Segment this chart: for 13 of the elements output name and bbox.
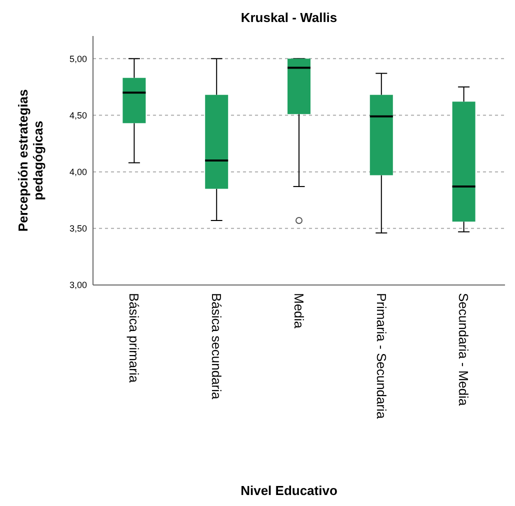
x-axis-title: Nivel Educativo — [240, 483, 338, 498]
y-tick-label: 3,00 — [69, 280, 87, 290]
y-tick-label: 4,50 — [69, 110, 87, 120]
x-tick-label: Básica primaria — [126, 293, 142, 384]
x-tick-label: Básica secundaria — [209, 293, 224, 400]
x-tick-label: Primaria - Secundaria — [374, 293, 389, 420]
y-axis-title: Percepción estrategias pedagógicas — [15, 89, 46, 232]
y-tick-label: 4,00 — [69, 166, 87, 177]
y-tick-label: 5,00 — [69, 54, 87, 64]
x-tick-label: Media — [291, 293, 306, 330]
chart-title: Kruskal - Wallis — [240, 10, 338, 25]
y-tick-label: 3,50 — [69, 224, 87, 234]
x-tick-label: Secundaria - Media — [456, 293, 472, 406]
